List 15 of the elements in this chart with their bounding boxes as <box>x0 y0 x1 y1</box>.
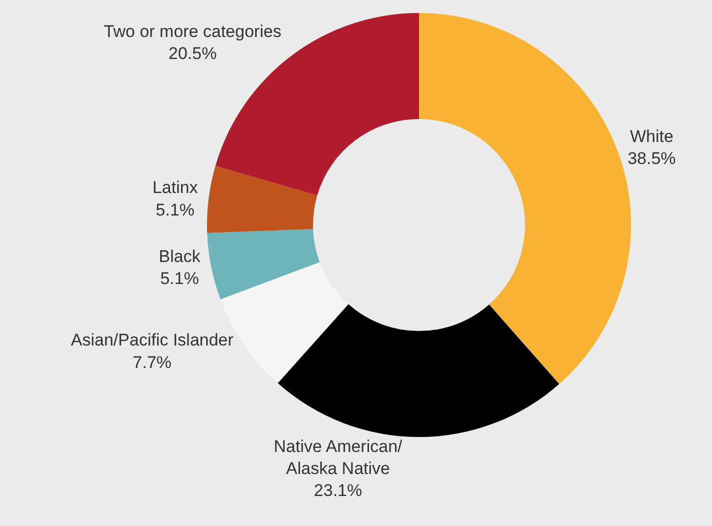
slice-label: Black <box>158 246 201 266</box>
slice-label: Asian/Pacific Islander <box>70 330 234 350</box>
donut-slice <box>207 228 320 300</box>
slice-label: Two or more categories <box>104 22 282 41</box>
donut-slice <box>278 304 560 437</box>
data-label: 5.1% <box>160 269 199 288</box>
donut-slice <box>207 166 318 233</box>
data-label: 20.5% <box>168 44 217 63</box>
slice-label: Latinx <box>152 178 198 198</box>
data-label: 23.1% <box>314 481 362 500</box>
data-label: 5.1% <box>156 200 195 220</box>
data-label: 7.7% <box>132 352 172 372</box>
data-label: 38.5% <box>628 149 676 168</box>
slice-label: White <box>630 126 674 146</box>
slice-label: Native American/ Alaska Native <box>274 437 403 478</box>
